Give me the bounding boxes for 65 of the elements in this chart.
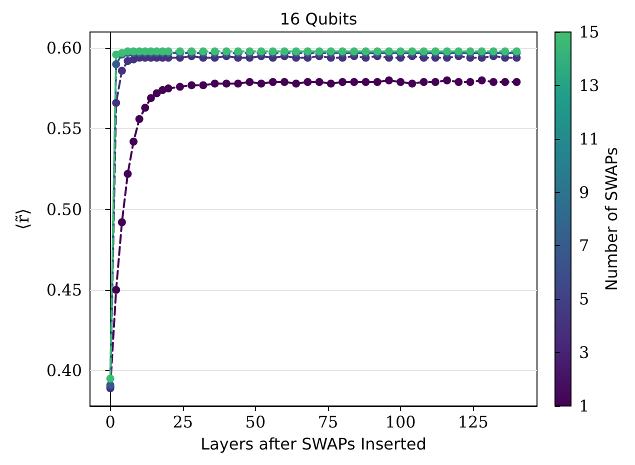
y-tick-label: 0.40 <box>46 361 82 380</box>
point <box>373 78 382 86</box>
point <box>478 76 486 84</box>
point <box>454 78 463 86</box>
point <box>112 98 120 107</box>
point <box>315 78 324 86</box>
x-tick-label: 50 <box>245 412 266 432</box>
x-tick-label: 25 <box>172 412 194 432</box>
point <box>112 60 120 68</box>
x-tick-label: 125 <box>458 412 488 432</box>
point <box>396 78 405 86</box>
color-bar-label: 15 <box>579 22 600 42</box>
point <box>112 286 120 294</box>
point <box>466 78 474 86</box>
point <box>489 78 498 86</box>
color-bar-label: 3 <box>579 343 590 362</box>
point <box>124 170 132 178</box>
y-tick-label: 0.45 <box>46 280 82 300</box>
point <box>188 81 196 90</box>
color-bar-title: Number of SWAPs <box>602 147 621 291</box>
point <box>246 78 254 86</box>
color-bar-label: 5 <box>579 290 590 309</box>
point <box>268 78 277 86</box>
y-tick-label: 0.55 <box>46 119 82 138</box>
x-tick-label: 75 <box>318 412 338 432</box>
point <box>106 374 114 383</box>
point <box>292 80 300 88</box>
point <box>431 78 440 86</box>
x-axis-title: Layers after SWAPs Inserted <box>200 434 426 454</box>
color-bar-label: 7 <box>579 236 590 256</box>
point <box>420 78 428 86</box>
point <box>304 78 312 86</box>
point <box>338 78 347 86</box>
point <box>135 115 144 124</box>
point <box>164 84 172 92</box>
point <box>118 66 126 75</box>
point <box>199 81 208 90</box>
color-bar-label: 13 <box>579 76 600 95</box>
point <box>280 78 288 86</box>
point <box>443 76 452 84</box>
point <box>130 138 138 146</box>
point <box>350 78 358 86</box>
point <box>222 80 230 88</box>
point <box>257 80 266 88</box>
color-bar-label: 9 <box>579 182 590 202</box>
y-tick-label: 0.50 <box>46 200 82 219</box>
color-bar-label: 11 <box>579 129 600 148</box>
color-bar-label: 1 <box>579 396 590 416</box>
x-tick-label: 0 <box>105 412 116 432</box>
y-axis-title: ⟨r̃⟩ <box>14 208 34 230</box>
chart-title: 16 Qubits <box>280 10 358 28</box>
point <box>176 82 184 91</box>
point <box>512 78 521 86</box>
point <box>210 80 219 88</box>
point <box>362 78 370 86</box>
point <box>141 104 150 112</box>
point <box>146 94 155 102</box>
point <box>326 80 335 88</box>
point <box>408 80 416 88</box>
x-tick-label: 100 <box>385 412 416 432</box>
point <box>234 80 242 88</box>
point <box>501 78 510 86</box>
point <box>118 218 126 226</box>
y-tick-label: 0.60 <box>46 38 82 58</box>
point <box>384 76 393 84</box>
